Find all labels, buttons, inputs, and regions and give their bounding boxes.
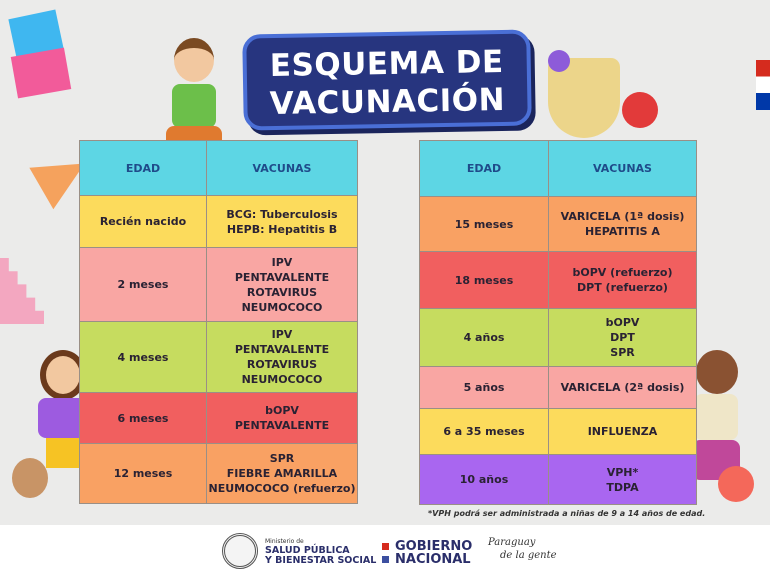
- vaccines-cell: IPV PENTAVALENTE ROTAVIRUS NEUMOCOCO: [206, 321, 358, 393]
- header-age: EDAD: [419, 140, 549, 197]
- footnote: *VPH podrá ser administrada a niñas de 9…: [428, 509, 706, 518]
- gov-line1: GOBIERNO: [395, 539, 473, 554]
- age-cell: 4 años: [419, 308, 549, 367]
- boy-character: [166, 38, 222, 158]
- cube-decoration: [10, 47, 72, 99]
- table-row: 6 a 35 meses INFLUENZA: [419, 408, 697, 455]
- vaccines-cell: IPV PENTAVALENTE ROTAVIRUS NEUMOCOCO: [206, 247, 358, 322]
- paraguay-de-la-gente-logo: Paraguay de la gente: [488, 536, 557, 562]
- national-seal-logo: [222, 533, 258, 569]
- virus-decoration: [548, 50, 570, 72]
- teddy-bear-decoration: [12, 458, 48, 498]
- table-row: 6 meses bOPV PENTAVALENTE: [79, 392, 358, 444]
- flag-decoration: [756, 60, 770, 110]
- vaccines-cell: bOPV DPT SPR: [548, 308, 697, 367]
- age-cell: Recién nacido: [79, 195, 207, 248]
- gobierno-nacional-logo: GOBIERNO NACIONAL: [382, 540, 472, 566]
- table-row: 2 meses IPV PENTAVALENTE ROTAVIRUS NEUMOC…: [79, 247, 358, 322]
- age-cell: 6 meses: [79, 392, 207, 444]
- vaccines-cell: VARICELA (2ª dosis): [548, 366, 697, 409]
- age-cell: 6 a 35 meses: [419, 408, 549, 455]
- age-cell: 2 meses: [79, 247, 207, 322]
- footer: Ministerio de SALUD PÚBLICA Y BIENESTAR …: [0, 525, 770, 578]
- vaccination-table-left: EDAD VACUNAS Recién nacido BCG: Tuberculos…: [79, 140, 358, 504]
- ministry-logo-text: Ministerio de SALUD PÚBLICA Y BIENESTAR …: [265, 538, 376, 566]
- gov-line2: NACIONAL: [395, 552, 471, 567]
- table-row: 18 meses bOPV (refuerzo) DPT (refuerzo): [419, 251, 697, 309]
- header-age: EDAD: [79, 140, 207, 196]
- table-row: 5 años VARICELA (2ª dosis): [419, 366, 697, 409]
- ministry-line1: SALUD PÚBLICA: [265, 545, 350, 556]
- header-vaccines: VACUNAS: [548, 140, 697, 197]
- stairs-decoration: [0, 258, 44, 324]
- vaccines-cell: bOPV PENTAVALENTE: [206, 392, 358, 444]
- ministry-small-text: Ministerio de: [265, 538, 304, 545]
- virus-decoration: [622, 92, 658, 128]
- table-row: 4 años bOPV DPT SPR: [419, 308, 697, 367]
- age-cell: 12 meses: [79, 443, 207, 504]
- table-row: Recién nacido BCG: Tuberculosis HEPB: Hep…: [79, 195, 358, 248]
- page-title: ESQUEMA DE VACUNACIÓN: [242, 29, 532, 131]
- vaccines-cell: bOPV (refuerzo) DPT (refuerzo): [548, 251, 697, 309]
- slogan-line1: Paraguay: [488, 537, 536, 548]
- table-row: 4 meses IPV PENTAVALENTE ROTAVIRUS NEUMOC…: [79, 321, 358, 393]
- vaccines-cell: INFLUENZA: [548, 408, 697, 455]
- ministry-line2: Y BIENESTAR SOCIAL: [265, 555, 377, 566]
- header-vaccines: VACUNAS: [206, 140, 358, 196]
- ball-decoration: [718, 466, 754, 502]
- vaccines-cell: SPR FIEBRE AMARILLA NEUMOCOCO (refuerzo): [206, 443, 358, 504]
- age-cell: 5 años: [419, 366, 549, 409]
- vaccines-cell: BCG: Tuberculosis HEPB: Hepatitis B: [206, 195, 358, 248]
- age-cell: 15 meses: [419, 196, 549, 252]
- vaccines-cell: VARICELA (1ª dosis) HEPATITIS A: [548, 196, 697, 252]
- table-row: 10 años VPH* TDPA: [419, 454, 697, 505]
- age-cell: 10 años: [419, 454, 549, 505]
- vaccination-table-right: EDAD VACUNAS 15 meses VARICELA (1ª dosis) …: [419, 140, 697, 505]
- table-row: 12 meses SPR FIEBRE AMARILLA NEUMOCOCO (r…: [79, 443, 358, 504]
- vaccines-cell: VPH* TDPA: [548, 454, 697, 505]
- age-cell: 4 meses: [79, 321, 207, 393]
- table-row: 15 meses VARICELA (1ª dosis) HEPATITIS A: [419, 196, 697, 252]
- slogan-line2: de la gente: [500, 550, 557, 561]
- age-cell: 18 meses: [419, 251, 549, 309]
